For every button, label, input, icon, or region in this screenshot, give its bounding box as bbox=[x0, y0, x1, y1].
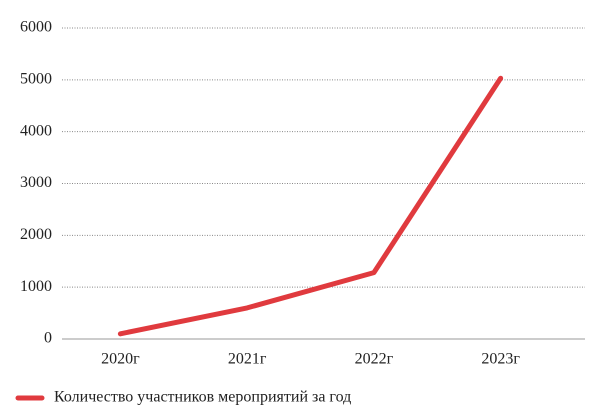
y-tick-label: 1000 bbox=[20, 278, 52, 295]
legend-label: Количество участников мероприятий за год bbox=[54, 389, 351, 406]
y-tick-label: 5000 bbox=[20, 71, 52, 88]
y-tick-label: 6000 bbox=[20, 19, 52, 36]
x-tick-label: 2023г bbox=[481, 351, 520, 368]
y-tick-label: 3000 bbox=[20, 174, 52, 191]
y-tick-label: 0 bbox=[44, 330, 52, 347]
y-tick-label: 4000 bbox=[20, 122, 52, 139]
y-tick-label: 2000 bbox=[20, 226, 52, 243]
data-line bbox=[117, 75, 504, 337]
x-tick-label: 2021г bbox=[228, 351, 267, 368]
x-tick-label: 2020г bbox=[101, 351, 140, 368]
x-tick-label: 2022г bbox=[355, 351, 394, 368]
